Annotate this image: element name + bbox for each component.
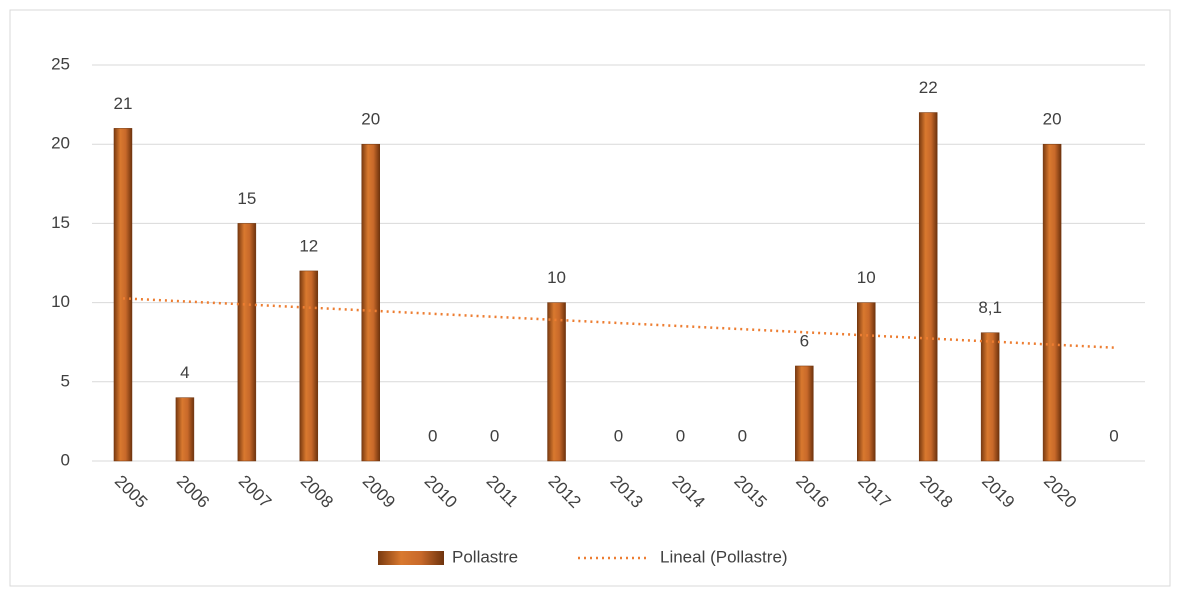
legend-label: Pollastre [452,547,518,566]
data-label: 20 [1043,110,1062,129]
data-label: 6 [800,331,809,350]
legend-label: Lineal (Pollastre) [660,547,788,566]
y-tick-label: 25 [51,54,70,73]
bar [175,397,195,462]
bar [113,128,133,462]
bar [299,270,319,462]
y-tick-label: 0 [61,450,70,469]
data-label: 21 [114,94,133,113]
bar [361,143,380,462]
legend-swatch [378,551,444,565]
data-label: 8,1 [978,298,1002,317]
bar [237,223,257,462]
data-label: 22 [919,78,938,97]
chart-frame [9,9,1171,587]
data-label: 0 [738,426,747,445]
data-label: 0 [428,426,437,445]
bar [795,365,814,462]
data-label: 0 [1109,426,1118,445]
bar [1042,143,1062,462]
bar [857,302,876,462]
data-label: 0 [490,426,499,445]
bar [980,332,1000,462]
data-label: 4 [180,363,189,382]
y-tick-label: 10 [51,292,70,311]
y-tick-label: 15 [51,213,70,232]
bar [918,112,938,462]
y-tick-label: 20 [51,134,70,153]
data-label: 10 [857,268,876,287]
data-label: 0 [614,426,623,445]
bar [547,302,566,462]
data-label: 12 [299,236,318,255]
data-label: 15 [237,189,256,208]
data-label: 20 [361,110,380,129]
data-label: 0 [676,426,685,445]
y-tick-label: 5 [61,371,70,390]
data-label: 10 [547,268,566,287]
